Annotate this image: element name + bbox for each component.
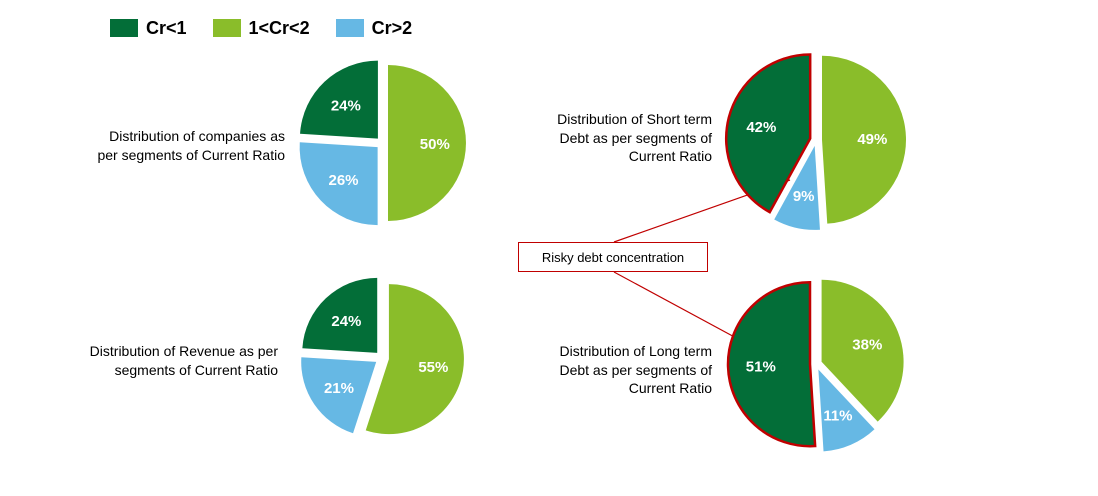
slice-cr-1-2	[821, 55, 906, 224]
callout-risky-debt: Risky debt concentration	[518, 242, 708, 272]
pie-revenue: 24% 55% 21%	[301, 277, 464, 435]
slice-cr-1-2	[388, 65, 466, 221]
slice-cr-lt-1	[724, 53, 812, 214]
legend-item-cr-gt-2: Cr>2	[335, 17, 413, 39]
caption-revenue: Distribution of Revenue as per segments …	[90, 342, 278, 379]
data-label: 50%	[420, 136, 450, 153]
legend-label: 1<Cr<2	[248, 17, 310, 38]
data-label: 21%	[324, 380, 354, 397]
pie-companies: 24% 50% 26%	[299, 60, 466, 226]
caption-line: per segments of Current Ratio	[97, 146, 285, 163]
caption-long-term-debt: Distribution of Long term Debt as per se…	[559, 342, 712, 398]
caption-companies: Distribution of companies as per segment…	[97, 127, 285, 164]
caption-line: Current Ratio	[628, 148, 712, 164]
data-label: 9%	[793, 188, 815, 205]
data-label: 11%	[823, 408, 852, 425]
legend-swatch	[212, 19, 241, 37]
caption-line: Distribution of Long term	[559, 343, 712, 359]
caption-line: Debt as per segments of	[559, 129, 712, 146]
slice-cr-gt-2	[301, 357, 377, 434]
caption-line: Distribution of Short term	[557, 111, 712, 127]
slice-cr-lt-1	[302, 277, 378, 353]
legend-label: Cr>2	[371, 17, 413, 38]
legend-item-cr-1-2: 1<Cr<2	[212, 17, 310, 39]
caption-line: segments of Current Ratio	[114, 361, 278, 378]
caption-short-term-debt: Distribution of Short term Debt as per s…	[557, 110, 712, 166]
slice-cr-lt-1	[726, 280, 817, 448]
slice-cr-gt-2	[818, 369, 875, 452]
caption-line: Current Ratio	[628, 380, 712, 396]
data-label: 24%	[331, 98, 361, 115]
slice-cr-gt-2	[774, 145, 820, 230]
caption-line: Distribution of companies as	[109, 128, 285, 144]
connector-line	[613, 271, 741, 341]
legend-swatch	[335, 19, 364, 37]
legend-label: Cr<1	[146, 17, 187, 38]
data-label: 51%	[746, 359, 776, 376]
slice-cr-1-2	[365, 284, 464, 435]
legend-swatch	[110, 19, 138, 37]
data-label: 26%	[328, 172, 358, 189]
caption-line: Debt as per segments of	[559, 361, 712, 378]
data-label: 49%	[857, 131, 887, 148]
slice-cr-lt-1	[300, 60, 378, 139]
data-label: 24%	[331, 313, 361, 330]
legend: Cr<1 1<Cr<2 Cr>2	[110, 16, 438, 40]
slice-cr-gt-2	[299, 142, 378, 226]
pie-long-term-debt: 51% 38% 11%	[726, 279, 904, 452]
slice-cr-1-2	[821, 279, 904, 422]
data-label: 38%	[852, 337, 882, 354]
data-label: 55%	[418, 359, 448, 376]
caption-line: Distribution of Revenue as per	[89, 343, 278, 359]
legend-item-cr-lt-1: Cr<1	[110, 18, 187, 39]
data-label: 42%	[746, 119, 776, 136]
pie-short-term-debt: 42% 49% 9%	[724, 53, 906, 230]
